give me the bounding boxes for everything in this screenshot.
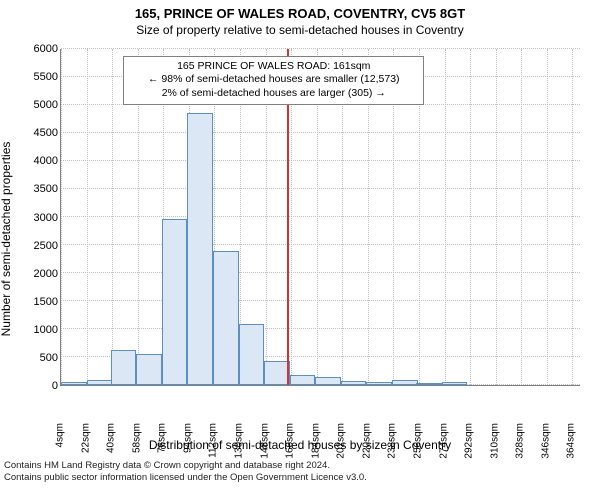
- histogram-bar: [442, 382, 468, 385]
- x-gridline: [112, 49, 113, 385]
- y-gridline: [61, 160, 580, 161]
- x-tick-label: 94sqm: [182, 423, 193, 453]
- histogram-bar: [290, 375, 316, 385]
- histogram-bar: [187, 113, 213, 385]
- histogram-bar: [213, 251, 239, 385]
- x-gridline: [496, 49, 497, 385]
- x-tick-label: 58sqm: [131, 423, 142, 453]
- y-tick-label: 0: [24, 380, 58, 392]
- x-tick-label: 130sqm: [234, 423, 245, 459]
- x-tick-label: 112sqm: [208, 423, 219, 458]
- x-tick-label: 40sqm: [106, 423, 117, 453]
- y-tick-label: 4000: [24, 155, 58, 167]
- footer-line-1: Contains HM Land Registry data © Crown c…: [4, 460, 596, 472]
- y-tick-label: 4500: [24, 127, 58, 139]
- x-tick-label: 166sqm: [285, 423, 296, 459]
- histogram-bar: [315, 377, 341, 385]
- x-gridline: [445, 49, 446, 385]
- histogram-bar: [416, 383, 442, 385]
- x-tick-label: 4sqm: [55, 423, 66, 447]
- histogram-bar: [392, 380, 418, 385]
- y-tick-label: 3000: [24, 212, 58, 224]
- x-gridline: [572, 49, 573, 385]
- x-tick-label: 310sqm: [489, 423, 500, 459]
- x-tick-label: 256sqm: [413, 423, 424, 459]
- x-tick-label: 292sqm: [464, 423, 475, 459]
- y-tick-label: 3500: [24, 183, 58, 195]
- y-gridline: [61, 328, 580, 329]
- y-gridline: [61, 48, 580, 49]
- histogram-bar: [162, 219, 188, 385]
- x-gridline: [61, 49, 62, 385]
- x-tick-label: 76sqm: [157, 423, 168, 453]
- x-tick-label: 220sqm: [361, 423, 372, 459]
- chart-subtitle: Size of property relative to semi-detach…: [0, 21, 600, 41]
- histogram-bar: [136, 354, 162, 385]
- x-tick-label: 22sqm: [80, 423, 91, 453]
- x-gridline: [470, 49, 471, 385]
- x-gridline: [87, 49, 88, 385]
- annotation-line-3: 2% of semi-detached houses are larger (3…: [130, 87, 417, 101]
- x-tick-label: 328sqm: [515, 423, 526, 459]
- histogram-bar: [87, 380, 113, 385]
- histogram-bar: [264, 361, 290, 385]
- y-tick-label: 2500: [24, 240, 58, 252]
- y-gridline: [61, 300, 580, 301]
- plot-region: 165 PRINCE OF WALES ROAD: 161sqm ← 98% o…: [60, 49, 580, 386]
- x-tick-label: 184sqm: [310, 423, 321, 459]
- y-gridline: [61, 216, 580, 217]
- x-tick-label: 346sqm: [540, 423, 551, 459]
- histogram-bar: [239, 324, 265, 385]
- x-gridline: [521, 49, 522, 385]
- annotation-line-2: ← 98% of semi-detached houses are smalle…: [130, 73, 417, 87]
- y-tick-label: 5500: [24, 71, 58, 83]
- y-tick-label: 500: [24, 352, 58, 364]
- histogram-bar: [61, 382, 87, 385]
- x-gridline: [547, 49, 548, 385]
- chart-area: Number of semi-detached properties 165 P…: [0, 41, 600, 436]
- chart-title: 165, PRINCE OF WALES ROAD, COVENTRY, CV5…: [0, 0, 600, 21]
- y-tick-label: 6000: [24, 43, 58, 55]
- histogram-bar: [366, 382, 392, 385]
- x-tick-label: 364sqm: [566, 423, 577, 459]
- x-tick-label: 202sqm: [336, 423, 347, 459]
- histogram-bar: [341, 381, 367, 385]
- histogram-bar: [111, 350, 137, 385]
- y-tick-label: 1000: [24, 324, 58, 336]
- annotation-line-1: 165 PRINCE OF WALES ROAD: 161sqm: [130, 60, 417, 74]
- y-gridline: [61, 272, 580, 273]
- y-gridline: [61, 244, 580, 245]
- x-tick-label: 148sqm: [259, 423, 270, 459]
- y-tick-label: 2000: [24, 268, 58, 280]
- x-tick-label: 274sqm: [438, 423, 449, 459]
- y-tick-label: 5000: [24, 99, 58, 111]
- y-gridline: [61, 188, 580, 189]
- y-tick-label: 1500: [24, 296, 58, 308]
- annotation-box: 165 PRINCE OF WALES ROAD: 161sqm ← 98% o…: [123, 56, 424, 105]
- footer-line-2: Contains public sector information licen…: [4, 472, 596, 484]
- y-gridline: [61, 132, 580, 133]
- footer-attribution: Contains HM Land Registry data © Crown c…: [0, 452, 600, 485]
- x-tick-label: 238sqm: [387, 423, 398, 459]
- y-axis-label: Number of semi-detached properties: [0, 141, 13, 336]
